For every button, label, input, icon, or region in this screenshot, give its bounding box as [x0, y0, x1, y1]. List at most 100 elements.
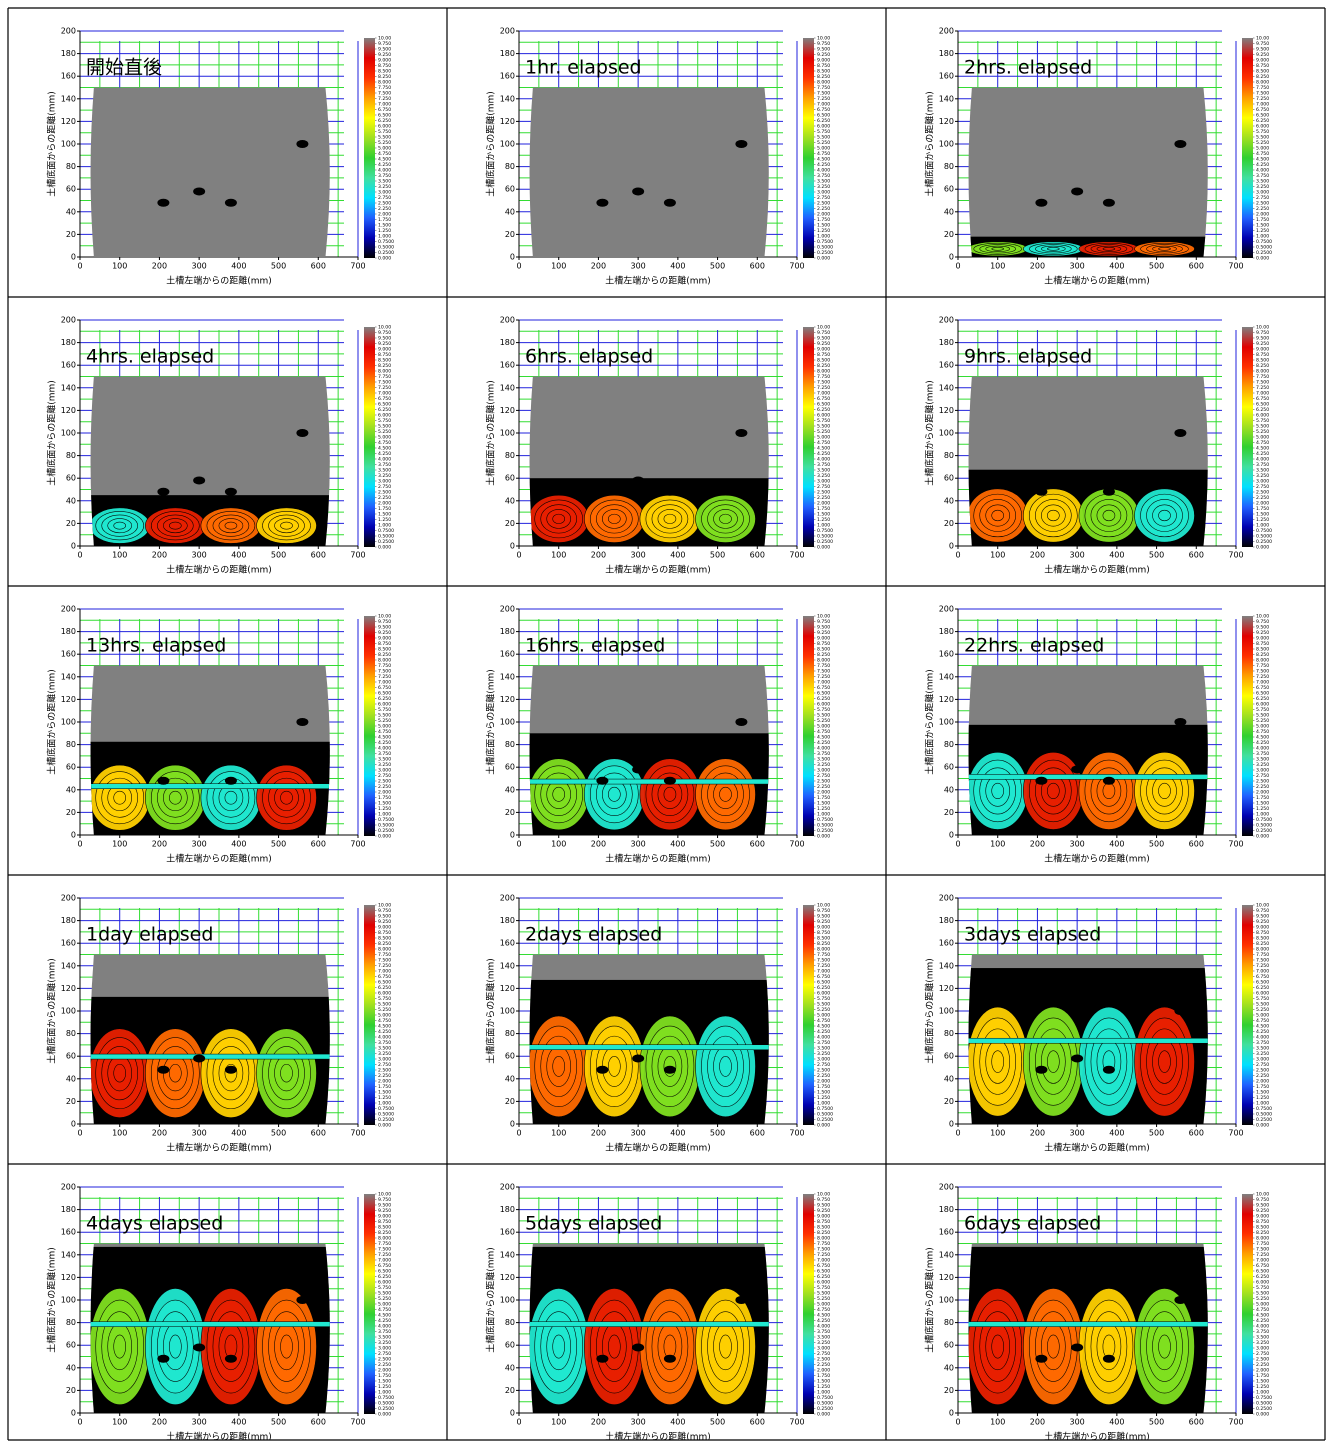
y-tick-label: 200 — [939, 605, 954, 614]
colorbar-label: 8.000 — [1256, 947, 1269, 953]
panel-title: 4days elapsed — [86, 1213, 223, 1235]
y-tick-label: 40 — [66, 785, 76, 794]
colorbar-label: 5.500 — [817, 1002, 830, 1008]
colorbar-label: 3.250 — [1256, 1051, 1269, 1057]
colorbar-label: 8.500 — [1256, 936, 1269, 942]
dry-spot — [193, 1343, 206, 1352]
colorbar-label: 7.250 — [817, 674, 830, 680]
colorbar-label: 6.250 — [1256, 985, 1269, 991]
x-tick-label: 300 — [192, 1129, 207, 1138]
colorbar-label: 1.250 — [817, 517, 830, 523]
colorbar-label: 3.750 — [817, 462, 830, 468]
y-tick-label: 120 — [500, 695, 515, 704]
colorbar — [1242, 327, 1253, 547]
colorbar-label: 2.750 — [378, 195, 391, 201]
x-axis-label: 土槽左端からの距離(mm) — [605, 1142, 711, 1154]
panel: 0 20 40 60 80 100 120 140 160 180 200 0 100 200 300 400… — [46, 605, 395, 865]
x-tick-label: 500 — [710, 262, 725, 271]
colorbar-label: 2.250 — [1256, 1073, 1269, 1079]
x-tick-label: 600 — [311, 551, 326, 560]
x-tick-label: 600 — [311, 262, 326, 271]
contour-ring — [224, 790, 238, 805]
panel: 0 20 40 60 80 100 120 140 160 180 200 0 100 200 300 400… — [485, 894, 834, 1154]
colorbar-label: 3.500 — [817, 1335, 830, 1341]
colorbar-label: 3.750 — [817, 1040, 830, 1046]
dry-spot — [632, 476, 645, 485]
colorbar-label: 7.500 — [378, 1247, 391, 1253]
colorbar-label: 6.250 — [817, 696, 830, 702]
y-tick-label: 20 — [944, 1097, 954, 1106]
y-tick-label: 0 — [510, 1409, 515, 1418]
x-tick-label: 0 — [77, 262, 82, 271]
y-tick-label: 40 — [505, 207, 515, 216]
colorbar-label: 9.000 — [378, 1214, 391, 1220]
colorbar-label: 4.250 — [817, 451, 830, 457]
contour-band — [90, 1321, 330, 1327]
colorbar-label: 9.250 — [1256, 630, 1269, 636]
colorbar-label: 9.000 — [1256, 347, 1269, 353]
contour-ring — [991, 247, 1005, 251]
x-tick-label: 500 — [271, 262, 286, 271]
colorbar-label: 9.500 — [817, 625, 830, 631]
colorbar-label: 2.000 — [378, 1368, 391, 1374]
y-tick-label: 140 — [500, 383, 515, 392]
colorbar-label: 9.250 — [378, 341, 391, 347]
colorbar-label: 4.500 — [817, 157, 830, 163]
y-tick-label: 140 — [500, 1250, 515, 1259]
y-axis-label: 土槽底面からの距離(mm) — [485, 669, 497, 775]
y-tick-label: 160 — [61, 939, 76, 948]
colorbar-label: 1.750 — [378, 217, 391, 223]
colorbar-label: 7.000 — [817, 680, 830, 686]
colorbar-label: 6.000 — [817, 1280, 830, 1286]
y-tick-label: 80 — [944, 1318, 954, 1327]
y-tick-label: 160 — [939, 72, 954, 81]
colorbar-label: 9.750 — [817, 330, 830, 336]
colorbar-label: 3.750 — [1256, 173, 1269, 179]
colorbar-label: 0.5000 — [1256, 245, 1272, 251]
colorbar-label: 1.750 — [1256, 1373, 1269, 1379]
colorbar-label: 5.500 — [1256, 713, 1269, 719]
colorbar-label: 6.750 — [1256, 685, 1269, 691]
dry-spot — [193, 187, 206, 196]
colorbar-label: 5.750 — [817, 418, 830, 424]
x-tick-label: 300 — [192, 840, 207, 849]
contour-band — [90, 783, 330, 789]
colorbar-label: 7.000 — [378, 1258, 391, 1264]
y-tick-label: 100 — [500, 1007, 515, 1016]
colorbar-label: 5.250 — [817, 1296, 830, 1302]
colorbar-label: 8.750 — [378, 352, 391, 358]
colorbar-label: 4.000 — [1256, 1035, 1269, 1041]
x-tick-label: 0 — [77, 1129, 82, 1138]
dry-spot — [224, 1354, 237, 1363]
x-tick-label: 700 — [789, 262, 804, 271]
colorbar-label: 1.750 — [1256, 795, 1269, 801]
colorbar-label: 5.750 — [378, 1285, 391, 1291]
y-tick-label: 0 — [949, 542, 954, 551]
colorbar-label: 7.500 — [378, 91, 391, 97]
x-tick-label: 200 — [591, 551, 606, 560]
colorbar-label: 0.2500 — [1256, 1117, 1272, 1123]
colorbar-label: 0.5000 — [378, 534, 394, 540]
y-tick-label: 140 — [500, 94, 515, 103]
colorbar-label: 1.500 — [817, 223, 830, 229]
colorbar-label: 8.250 — [817, 652, 830, 658]
colorbar-label: 5.250 — [817, 140, 830, 146]
dry-spot — [663, 1354, 676, 1363]
colorbar-label: 6.000 — [1256, 702, 1269, 708]
colorbar-label: 3.250 — [817, 1051, 830, 1057]
y-tick-label: 160 — [939, 1228, 954, 1237]
colorbar-label: 1.250 — [378, 517, 391, 523]
dry-spot — [1174, 429, 1187, 437]
colorbar-label: 7.500 — [1256, 91, 1269, 97]
y-tick-label: 180 — [500, 49, 515, 58]
colorbar-label: 7.500 — [817, 958, 830, 964]
colorbar-label: 4.750 — [378, 1307, 391, 1313]
contour-ring — [113, 521, 127, 530]
colorbar-label: 7.750 — [378, 1241, 391, 1247]
dry-spot — [224, 1065, 237, 1074]
colorbar-label: 2.750 — [817, 1351, 830, 1357]
contour-ring — [280, 521, 293, 530]
colorbar-label: 8.000 — [378, 1236, 391, 1242]
colorbar-label: 1.000 — [378, 1101, 391, 1107]
colorbar-label: 8.000 — [378, 947, 391, 953]
